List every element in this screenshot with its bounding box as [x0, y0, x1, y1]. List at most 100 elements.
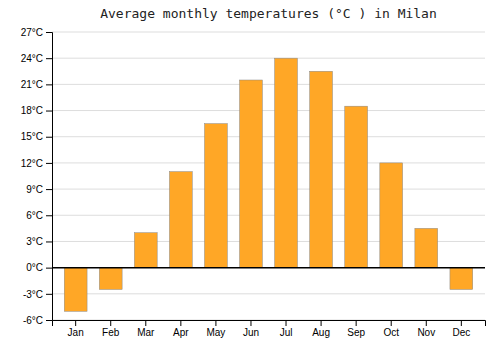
x-tick-label: Jan: [68, 327, 84, 338]
grid-line: [52, 267, 485, 268]
y-tick: 9°C: [26, 184, 52, 195]
y-tick-label: 12°C: [21, 158, 43, 169]
x-tick: Apr: [173, 320, 189, 338]
x-tick-label: Oct: [383, 327, 399, 338]
grid-line: [52, 110, 485, 111]
grid-line: [52, 84, 485, 85]
y-tick-mark: [46, 111, 52, 112]
y-tick-mark: [46, 215, 52, 216]
y-tick-mark: [46, 84, 52, 85]
x-tick-label: Apr: [173, 327, 189, 338]
x-tick: Mar: [137, 320, 155, 338]
bar: [205, 124, 228, 268]
y-tick-mark: [46, 320, 52, 321]
x-tick-mark: [180, 320, 181, 326]
y-tick-label: 6°C: [26, 210, 43, 221]
x-tick-mark: [110, 320, 111, 326]
y-tick: 12°C: [21, 158, 52, 169]
x-tick-mark: [75, 320, 76, 326]
x-tick-label: Mar: [137, 327, 155, 338]
grid-line: [52, 58, 485, 59]
x-tick-label: Nov: [417, 327, 435, 338]
x-tick: Nov: [417, 320, 435, 338]
y-tick: -3°C: [23, 289, 52, 300]
chart: Average monthly temperatures (°C ) in Mi…: [0, 0, 500, 350]
x-tick: Feb: [102, 320, 120, 338]
grid-line: [52, 293, 485, 294]
y-tick: 15°C: [21, 131, 52, 142]
grid-line: [52, 215, 485, 216]
y-tick-label: 0°C: [26, 262, 43, 273]
grid-line: [52, 32, 485, 33]
grid-line: [52, 136, 485, 137]
x-tick-mark: [250, 320, 251, 326]
y-tick-mark: [46, 32, 52, 33]
y-tick-label: 21°C: [21, 79, 43, 90]
y-axis-line: [46, 33, 53, 321]
bar: [134, 233, 157, 268]
x-tick-mark: [145, 320, 146, 326]
y-tick: 24°C: [21, 53, 52, 64]
bar: [99, 268, 122, 290]
y-tick: 27°C: [21, 27, 52, 38]
x-tick: Aug: [312, 320, 330, 338]
x-tick: Jan: [68, 320, 84, 338]
x-tick: May: [206, 320, 225, 338]
bars: [64, 58, 472, 311]
y-tick-label: 27°C: [21, 27, 43, 38]
x-tick-label: May: [206, 327, 225, 338]
y-tick-mark: [46, 163, 52, 164]
x-tick-label: Feb: [102, 327, 120, 338]
bar: [240, 80, 263, 268]
y-tick-label: 15°C: [21, 131, 43, 142]
y-tick: -6°C: [23, 315, 52, 326]
y-tick-mark: [46, 189, 52, 190]
x-tick-label: Jun: [243, 327, 259, 338]
grid: [52, 32, 485, 320]
x-tick-mark: [461, 320, 462, 326]
y-tick-mark: [46, 137, 52, 138]
y-tick-mark: [46, 268, 52, 269]
x-axis-line: [53, 321, 486, 327]
x-tick-label: Aug: [312, 327, 330, 338]
x-tick-mark: [215, 320, 216, 326]
x-tick: Sep: [347, 320, 365, 338]
title: Average monthly temperatures (°C ) in Mi…: [100, 6, 437, 21]
x-tick: Jun: [243, 320, 259, 338]
y-axis: -6°C -3°C 0°C 3°C 6°C 9°C 12°C 15°C 18°C 21°C 24°C…: [21, 27, 53, 326]
x-tick-mark: [286, 320, 287, 326]
y-tick-label: 24°C: [21, 53, 43, 64]
y-tick-label: 3°C: [26, 236, 43, 247]
grid-line: [52, 162, 485, 163]
x-tick: Jul: [280, 320, 293, 338]
x-tick: Oct: [383, 320, 399, 338]
bar: [169, 172, 192, 268]
y-tick: 18°C: [21, 105, 52, 116]
bar: [64, 268, 87, 312]
y-tick-label: -3°C: [23, 289, 43, 300]
bar: [345, 106, 368, 267]
y-tick-label: -6°C: [23, 315, 43, 326]
y-tick-mark: [46, 241, 52, 242]
bar: [415, 228, 438, 267]
x-tick-mark: [426, 320, 427, 326]
x-tick-mark: [356, 320, 357, 326]
x-tick: Dec: [452, 320, 470, 338]
y-tick-mark: [46, 294, 52, 295]
y-tick: 21°C: [21, 79, 52, 90]
x-tick-label: Sep: [347, 327, 365, 338]
x-tick-label: Jul: [280, 327, 293, 338]
y-tick: 6°C: [26, 210, 52, 221]
y-tick: 0°C: [26, 262, 52, 273]
bar: [380, 163, 403, 268]
grid-line: [52, 189, 485, 190]
plot: -6°C -3°C 0°C 3°C 6°C 9°C 12°C 15°C 18°C 21°C 24°C…: [21, 27, 486, 338]
y-tick: 3°C: [26, 236, 52, 247]
x-tick-label: Dec: [452, 327, 470, 338]
bar: [275, 58, 298, 267]
x-tick-mark: [391, 320, 392, 326]
zero-line: [52, 267, 485, 269]
y-tick-mark: [46, 58, 52, 59]
bar: [450, 268, 473, 290]
x-axis: Jan Feb Mar Apr May Jun Jul Aug Sep Oct Nov Dec: [53, 320, 486, 338]
